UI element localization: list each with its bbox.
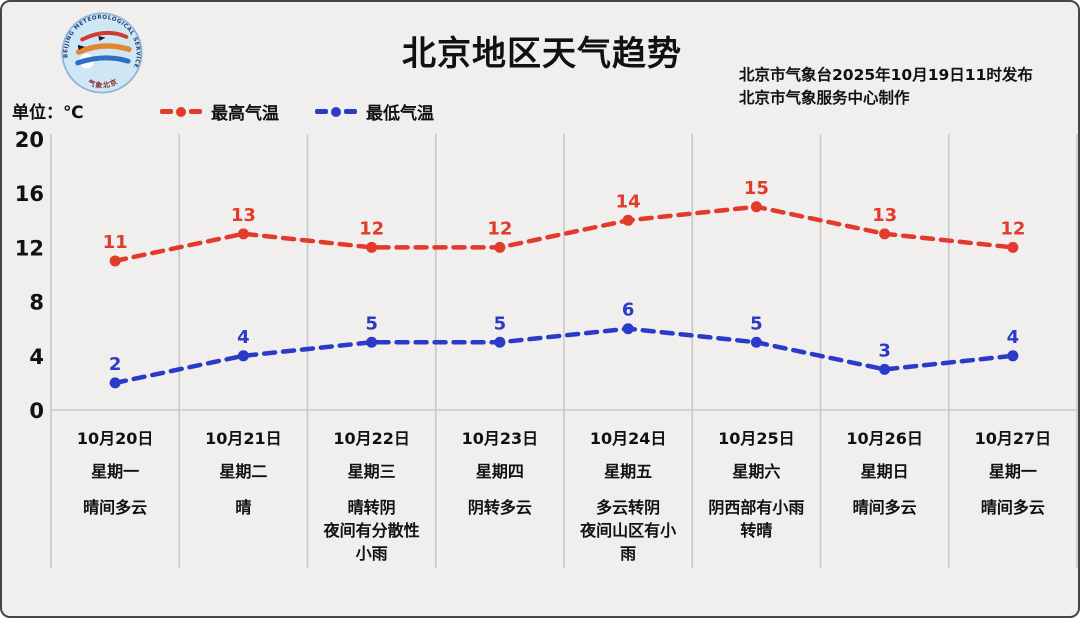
- day-date: 10月24日: [589, 429, 667, 448]
- legend-dot-icon: [176, 106, 186, 117]
- legend-item-high-temp: 最高气温: [160, 99, 279, 124]
- data-point-marker: [237, 350, 249, 362]
- day-date: 10月26日: [846, 429, 923, 448]
- day-weekday: 星期日: [860, 462, 909, 481]
- data-point-marker: [494, 241, 506, 253]
- data-point-marker: [879, 228, 891, 240]
- day-weekday: 星期四: [475, 462, 524, 481]
- data-point-value-label: 4: [1007, 327, 1020, 348]
- legend-dash-icon: [189, 109, 202, 114]
- day-column-6: 10月25日 星期六 阴西部有小雨 转晴: [692, 426, 820, 565]
- data-point-value-label: 5: [494, 313, 507, 334]
- data-point-marker: [494, 336, 506, 348]
- day-date: 10月27日: [974, 429, 1052, 448]
- data-point-marker: [366, 241, 378, 253]
- day-columns: 10月20日 星期一 晴间多云 10月21日 星期二 晴 10月22日 星期三 …: [51, 426, 1077, 565]
- day-weather: 晴: [235, 498, 252, 517]
- data-point-value-label: 5: [750, 313, 763, 334]
- data-point-value-label: 14: [616, 191, 641, 212]
- data-point-value-label: 15: [744, 178, 769, 199]
- data-point-value-label: 5: [365, 313, 378, 334]
- day-weather: 阴西部有小雨 转晴: [708, 498, 805, 540]
- data-point-value-label: 3: [878, 340, 891, 361]
- data-point-marker: [1007, 241, 1019, 253]
- day-weekday: 星期二: [219, 462, 268, 481]
- day-weekday: 星期一: [91, 462, 140, 481]
- data-point-marker: [622, 323, 634, 335]
- logo-red-swoosh-icon: [80, 30, 129, 42]
- unit-label: 单位：℃: [12, 103, 84, 123]
- series-line: [112, 204, 1016, 264]
- data-point-value-label: 11: [103, 232, 128, 253]
- data-point-value-label: 4: [237, 327, 250, 348]
- issue-line-2: 北京市气象服务中心制作: [739, 89, 910, 107]
- logo-arrow-icon: [77, 44, 85, 50]
- day-date: 10月25日: [718, 429, 795, 448]
- data-point-marker: [366, 336, 378, 348]
- data-point-value-label: 12: [359, 218, 384, 239]
- day-column-5: 10月24日 星期五 多云转阴 夜间山区有小 雨: [564, 426, 692, 565]
- day-weather: 阴转多云: [467, 498, 532, 517]
- day-weather: 晴间多云: [980, 498, 1045, 517]
- data-point-value-label: 12: [1000, 218, 1025, 239]
- day-column-4: 10月23日 星期四 阴转多云: [436, 426, 564, 565]
- issue-info: 北京市气象台2025年10月19日11时发布 北京市气象服务中心制作: [739, 64, 1033, 110]
- chart-legend: 最高气温 最低气温: [160, 99, 434, 124]
- legend-label: 最高气温: [211, 104, 279, 124]
- logo-orange-swoosh-icon: [75, 43, 132, 55]
- logo-blue-swoosh-icon: [75, 55, 131, 66]
- day-weekday: 星期六: [732, 462, 781, 481]
- day-date: 10月20日: [76, 429, 154, 448]
- y-axis-tick-label: 4: [29, 345, 44, 369]
- day-column-2: 10月21日 星期二 晴: [179, 426, 307, 565]
- data-point-value-label: 12: [487, 218, 512, 239]
- y-axis-tick-label: 0: [29, 399, 44, 423]
- day-weather: 多云转阴 夜间山区有小 雨: [580, 498, 677, 563]
- beijing-meteorological-service-logo: BEIJING METEOROLOGICAL SERVICE 气象北京: [61, 12, 143, 94]
- data-point-marker: [622, 214, 634, 226]
- legend-dot-icon: [331, 106, 341, 117]
- data-point-marker: [879, 363, 891, 375]
- data-point-value-label: 13: [872, 205, 897, 226]
- data-point-marker: [109, 255, 121, 267]
- data-point-marker: [750, 336, 762, 348]
- logo-arc-text-bottom: 气象北京: [86, 77, 120, 90]
- data-point-marker: [1007, 350, 1019, 362]
- day-weather: 晴间多云: [83, 498, 148, 517]
- day-date: 10月23日: [461, 429, 539, 448]
- data-point-value-label: 6: [622, 300, 635, 321]
- day-column-7: 10月26日 星期日 晴间多云: [821, 426, 949, 565]
- logo-arrow-icon: [98, 35, 106, 41]
- legend-dash-icon: [344, 109, 357, 114]
- series-line: [112, 326, 1016, 386]
- day-column-3: 10月22日 星期三 晴转阴 夜间有分散性 小雨: [308, 426, 436, 565]
- legend-label: 最低气温: [366, 104, 434, 124]
- legend-dash-icon: [315, 109, 328, 114]
- y-axis-tick-label: 20: [15, 128, 44, 152]
- data-point-value-label: 13: [231, 205, 256, 226]
- day-weather: 晴间多云: [852, 498, 917, 517]
- legend-dash-icon: [160, 109, 173, 114]
- day-weekday: 星期三: [347, 462, 396, 481]
- data-point-marker: [750, 201, 762, 213]
- page-title: 北京地区天气趋势: [402, 34, 682, 74]
- day-column-8: 10月27日 星期一 晴间多云: [949, 426, 1077, 565]
- y-axis-tick-label: 16: [15, 182, 44, 206]
- issue-line-1: 北京市气象台2025年10月19日11时发布: [739, 66, 1033, 84]
- day-date: 10月22日: [333, 429, 410, 448]
- day-date: 10月21日: [205, 429, 282, 448]
- day-weather: 晴转阴 夜间有分散性 小雨: [323, 498, 420, 563]
- y-axis-tick-label: 12: [15, 236, 44, 260]
- data-point-marker: [237, 228, 249, 240]
- y-axis-tick-label: 8: [29, 291, 44, 315]
- day-weekday: 星期一: [988, 462, 1037, 481]
- data-point-marker: [109, 377, 121, 389]
- day-weekday: 星期五: [604, 462, 653, 481]
- legend-item-low-temp: 最低气温: [315, 99, 434, 124]
- data-point-value-label: 2: [109, 354, 122, 375]
- day-column-1: 10月20日 星期一 晴间多云: [51, 426, 179, 565]
